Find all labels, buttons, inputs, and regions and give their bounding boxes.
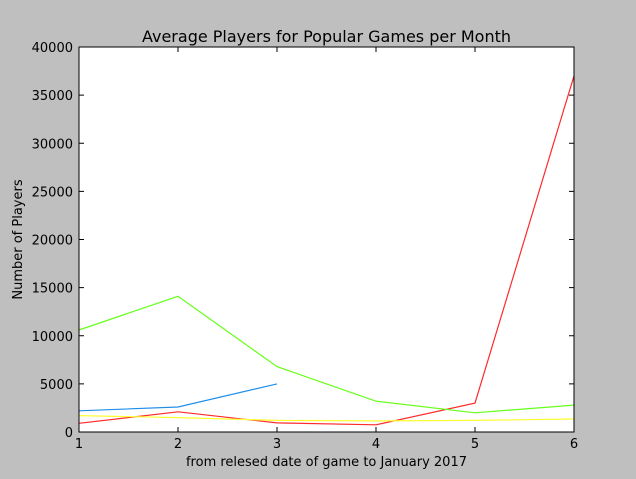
series-line-1 <box>78 383 278 412</box>
ticks-layer: 1 2 3 4 5 6 0 5000 10000 15000 20000 25000 30000 3500… <box>32 41 579 452</box>
y-tick-label: 10000 <box>32 330 73 345</box>
series-line-4 <box>78 415 575 422</box>
x-tick-label: 5 <box>471 437 479 452</box>
y-tick-label: 5000 <box>40 378 73 393</box>
chart-title: Average Players for Popular Games per Mo… <box>142 27 511 46</box>
y-tick-label: 20000 <box>32 234 73 249</box>
x-tick-label: 1 <box>75 437 83 452</box>
y-axis-label: Number of Players <box>11 179 26 299</box>
series-line-2 <box>78 75 575 426</box>
x-tick-label: 3 <box>273 437 281 452</box>
y-tick-label: 25000 <box>32 185 73 200</box>
y-tick-label: 35000 <box>32 89 73 104</box>
y-tick-label: 15000 <box>32 282 73 297</box>
series-line-3 <box>78 295 575 414</box>
x-tick-label: 6 <box>570 437 578 452</box>
series-layer <box>78 75 575 426</box>
y-tick-label: 0 <box>65 426 73 441</box>
x-tick-label: 2 <box>174 437 182 452</box>
plot-background <box>79 47 574 432</box>
y-tick-label: 40000 <box>32 41 73 56</box>
x-tick-label: 4 <box>372 437 380 452</box>
y-tick-label: 30000 <box>32 137 73 152</box>
x-axis-label: from relesed date of game to January 201… <box>186 455 467 470</box>
